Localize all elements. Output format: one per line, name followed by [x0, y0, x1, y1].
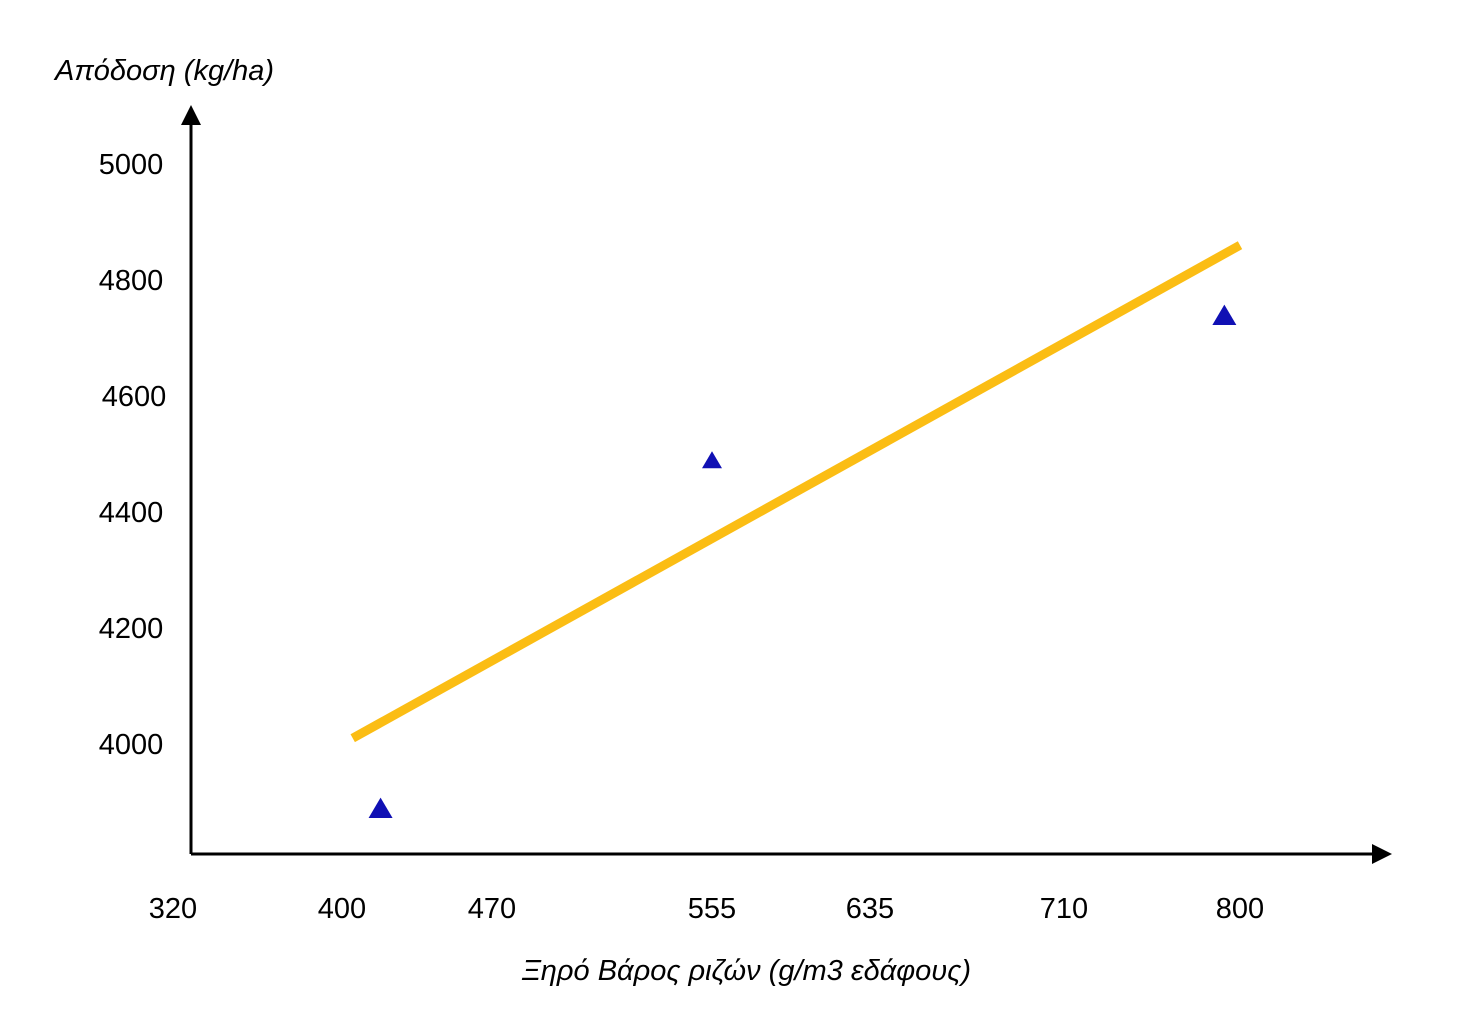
data-points [368, 304, 1237, 818]
y-tick-label: 5000 [99, 149, 164, 181]
y-tick-label: 4400 [99, 497, 164, 529]
data-point [1212, 304, 1237, 325]
x-axis-title: Ξηρό Βάρος ριζών (g/m3 εδάφους) [522, 955, 972, 987]
trendline [350, 241, 1243, 743]
data-point [368, 797, 393, 818]
x-tick-label: 635 [846, 893, 894, 925]
y-tick-label: 4200 [99, 613, 164, 645]
x-tick-label: 470 [468, 893, 516, 925]
x-tick-label: 800 [1216, 893, 1264, 925]
x-tick-label: 555 [688, 893, 736, 925]
tick-labels: 320 400 470 555 635 710 800 4000 4200 4400 4600 480… [99, 149, 1264, 925]
y-axis-title: Απόδοση (kg/ha) [55, 55, 275, 87]
y-axis-arrow [181, 105, 201, 125]
trendline-group [350, 241, 1243, 743]
y-tick-label: 4800 [99, 265, 164, 297]
x-tick-label: 320 [149, 893, 197, 925]
x-tick-label: 710 [1040, 893, 1088, 925]
data-point [702, 451, 722, 469]
y-tick-label: 4600 [102, 381, 167, 413]
y-tick-label: 4000 [99, 729, 164, 761]
x-axis-arrow [1372, 844, 1392, 864]
x-tick-label: 400 [318, 893, 366, 925]
axes [181, 105, 1392, 864]
